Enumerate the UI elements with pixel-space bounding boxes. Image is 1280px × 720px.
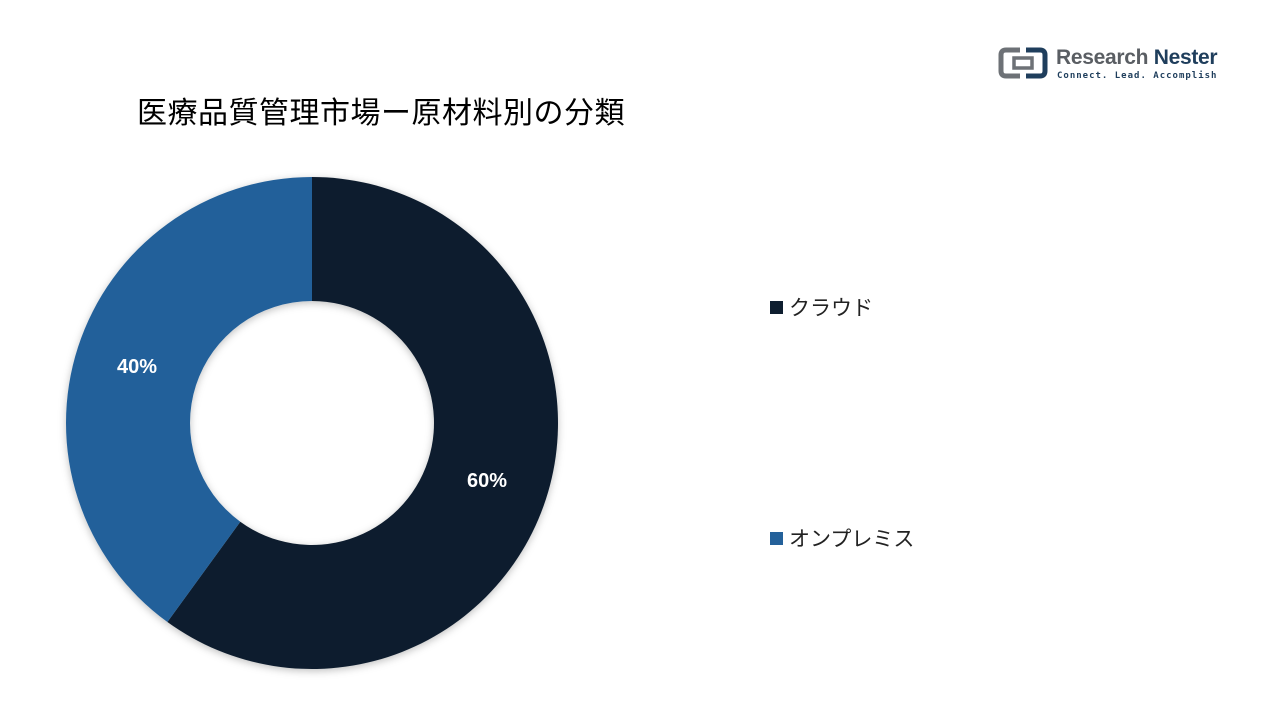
logo-name: Research Nester — [1056, 46, 1218, 70]
logo-name-part2: Nester — [1153, 46, 1218, 69]
legend-label: オンプレミス — [789, 527, 915, 551]
legend-label: クラウド — [789, 296, 873, 320]
data-label-2: 40% — [117, 356, 157, 378]
chart-title: 医療品質管理市場ー原材料別の分類 — [137, 96, 625, 131]
logo-name-part1: Research — [1056, 46, 1154, 69]
logo-tagline: Connect. Lead. Accomplish — [1057, 71, 1218, 81]
legend-swatch — [770, 300, 783, 314]
slice-1 — [167, 177, 559, 669]
legend-swatch — [770, 531, 783, 545]
slice-2 — [66, 177, 312, 623]
legend-item-2: オンプレミス — [770, 523, 914, 553]
data-label-1: 60% — [467, 470, 507, 492]
research-nester-logo: Research Nester Connect. Lead. Accomplis… — [998, 44, 1218, 84]
legend-item-1: クラウド — [770, 292, 873, 322]
logo-mark-icon — [998, 47, 1048, 79]
